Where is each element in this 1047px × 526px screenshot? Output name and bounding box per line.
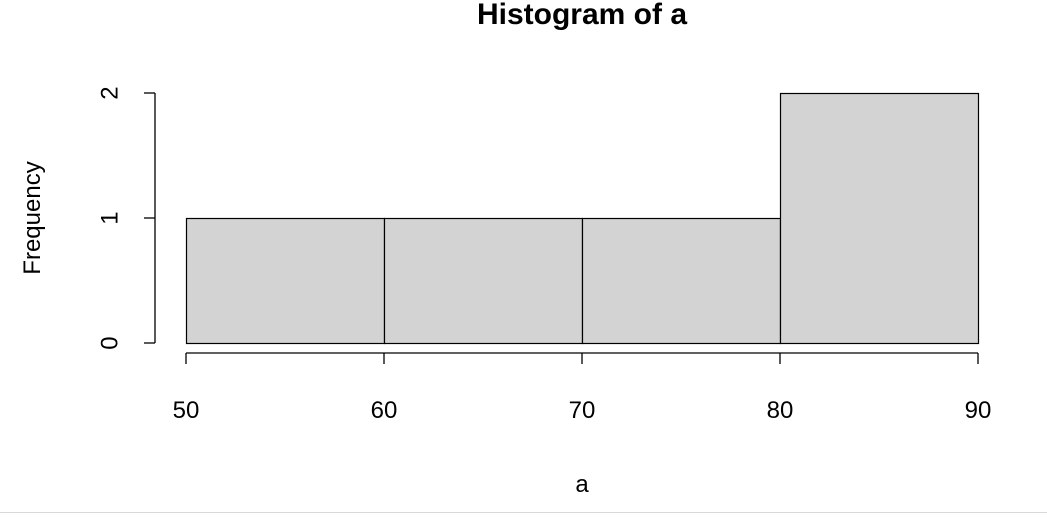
y-tick-label: 1 bbox=[97, 211, 124, 224]
x-axis: 50 60 70 80 90 bbox=[173, 352, 992, 424]
bottom-divider bbox=[0, 512, 1047, 513]
histogram-bar-1 bbox=[185, 217, 386, 345]
y-axis-label: Frequency bbox=[19, 161, 46, 274]
x-tick-label: 60 bbox=[371, 397, 398, 424]
y-tick-label: 2 bbox=[97, 86, 124, 99]
y-tick-label: 0 bbox=[97, 336, 124, 349]
x-tick-label: 70 bbox=[569, 397, 596, 424]
x-tick-label: 80 bbox=[767, 397, 794, 424]
histogram-bar-2 bbox=[383, 217, 584, 345]
x-tick-label: 90 bbox=[965, 397, 992, 424]
chart-title: Histogram of a bbox=[477, 0, 687, 31]
histogram-bar-3 bbox=[581, 217, 782, 345]
y-axis: 0 1 2 bbox=[97, 86, 156, 350]
x-tick-label: 50 bbox=[173, 397, 200, 424]
histogram-bar-4 bbox=[779, 92, 980, 345]
x-axis-label: a bbox=[575, 471, 589, 498]
bars-layer bbox=[185, 92, 980, 345]
